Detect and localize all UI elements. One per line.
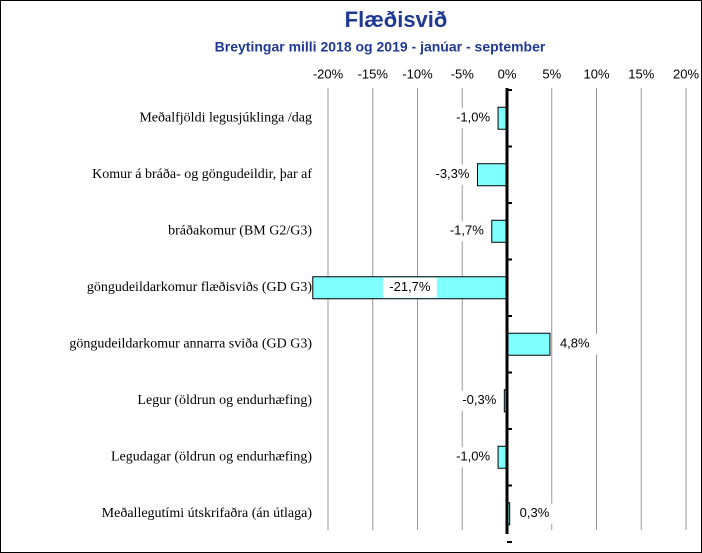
- y-tick-label: Meðallegutími útskrifaðra (án útlaga): [102, 506, 313, 521]
- value-label: 0,3%: [520, 505, 550, 520]
- value-label-box: [556, 334, 611, 355]
- value-label-box: [516, 503, 571, 524]
- x-tick-label: 0%: [498, 66, 517, 81]
- y-tick-label: Meðalfjöldi legusjúklinga /dag: [139, 110, 312, 125]
- value-label: -3,3%: [435, 166, 469, 181]
- value-label: 4,8%: [560, 336, 590, 351]
- value-label-box: [432, 221, 487, 242]
- value-label: -1,7%: [450, 223, 484, 238]
- x-tick-label: 5%: [542, 66, 561, 81]
- x-tick-label: 15%: [628, 66, 654, 81]
- value-label: -0,3%: [462, 392, 496, 407]
- x-tick-label: -15%: [358, 66, 389, 81]
- bar: [506, 332, 551, 356]
- x-tick-label: -20%: [313, 66, 344, 81]
- y-tick-label: Komur á bráða- og göngudeildir, þar af: [92, 167, 312, 182]
- chart-title: Flæðisvið: [345, 7, 448, 32]
- x-tick-label: -10%: [402, 66, 433, 81]
- x-tick-label: 20%: [673, 66, 699, 81]
- x-tick-label: -5%: [451, 66, 475, 81]
- y-tick-label: Legur (öldrun og endurhæfing): [137, 393, 312, 408]
- value-label-box: [439, 447, 494, 468]
- bar: [491, 219, 508, 243]
- value-label-box: [418, 164, 473, 185]
- value-label: -1,0%: [456, 449, 490, 464]
- chart-subtitle: Breytingar milli 2018 og 2019 - janúar -…: [215, 39, 546, 55]
- value-label: -21,7%: [389, 279, 431, 294]
- y-tick-label: göngudeildarkomur annarra sviða (GD G3): [69, 336, 312, 351]
- value-label: -1,0%: [456, 110, 490, 125]
- value-label-box: [439, 108, 494, 129]
- bar: [476, 163, 508, 187]
- y-tick-label: Legudagar (öldrun og endurhæfing): [111, 449, 312, 464]
- y-tick-label: bráðakomur (BM G2/G3): [168, 223, 312, 238]
- value-label-box: [445, 390, 500, 411]
- x-tick-label: 10%: [583, 66, 609, 81]
- y-tick-label: göngudeildarkomur flæðisviðs (GD G3): [87, 280, 312, 295]
- value-label-box: [382, 277, 437, 298]
